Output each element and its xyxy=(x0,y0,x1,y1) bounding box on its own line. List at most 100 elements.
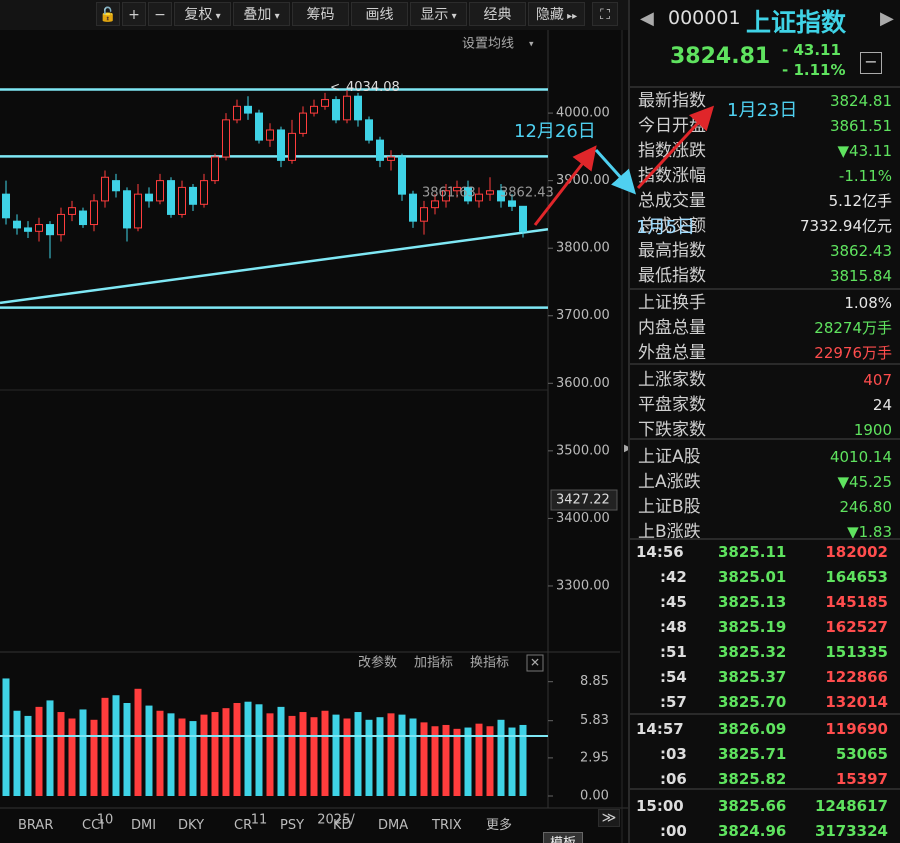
indicator-tab[interactable]: PSY xyxy=(280,818,305,833)
indicator-menu: 换指标 xyxy=(470,656,509,671)
tick-volume: 119690 xyxy=(825,720,888,738)
volume-bar xyxy=(233,703,241,796)
candle-body xyxy=(442,190,450,202)
button-label: 叠加 xyxy=(243,7,272,23)
y-tick-label: 4000.00 xyxy=(556,106,610,121)
toolbar-button[interactable]: 显示 ▾ xyxy=(410,2,467,26)
stat-row: 总成交量 5.12亿手 xyxy=(630,189,900,214)
toolbar-button[interactable]: 复权 ▾ xyxy=(174,2,231,26)
tick-time: :06 xyxy=(660,770,687,788)
volume-bar xyxy=(321,710,329,796)
indicator-menu: 加指标 xyxy=(414,656,453,671)
volume-bar xyxy=(222,708,230,796)
stat-label: 上证B股 xyxy=(638,497,701,517)
volume-bar xyxy=(519,724,527,796)
tick-price: 3825.71 xyxy=(718,745,787,763)
stat-value: 3862.43 xyxy=(829,242,892,260)
button-label: 经典 xyxy=(483,7,512,23)
candle-body xyxy=(277,129,285,161)
indicator-tab[interactable]: CCI xyxy=(82,818,104,833)
tick-volume: 145185 xyxy=(825,593,888,611)
indicator-tab[interactable]: DKY xyxy=(178,818,205,833)
indicator-tab[interactable]: CR xyxy=(234,818,253,833)
volume-bar xyxy=(35,706,43,796)
volume-bar xyxy=(101,697,109,796)
candle-body xyxy=(475,193,483,202)
lock-icon[interactable]: 🔓 xyxy=(96,2,120,26)
stat-value: 1.08% xyxy=(844,294,892,312)
tick-price: 3825.11 xyxy=(718,543,787,561)
indicator-tab[interactable]: BRAR xyxy=(18,818,54,833)
candle-body xyxy=(2,193,10,219)
candle-body xyxy=(24,227,32,232)
volume-bar xyxy=(431,726,439,796)
indicator-tab[interactable]: DMA xyxy=(378,818,409,833)
button-label: 显示 xyxy=(420,7,449,23)
toolbar-button[interactable]: 筹码 xyxy=(292,2,349,26)
stat-value: 407 xyxy=(863,371,892,389)
toolbar-button[interactable]: 叠加 ▾ xyxy=(233,2,290,26)
candle-body xyxy=(387,156,395,161)
pointer-icon: < xyxy=(330,80,340,94)
zoom-out[interactable]: − xyxy=(148,2,172,26)
volume-bar xyxy=(420,722,428,796)
stat-value: 3861.51 xyxy=(829,117,892,135)
candle-body xyxy=(376,139,384,161)
indicator-tab[interactable]: 模板 xyxy=(543,832,584,843)
indicator-tab[interactable]: 更多 xyxy=(486,818,513,833)
tick-price: 3825.37 xyxy=(718,668,787,686)
tick-time: :57 xyxy=(660,693,687,711)
separator xyxy=(630,438,900,440)
tick-row: :42 3825.01 164653 xyxy=(630,565,900,590)
candle-body xyxy=(266,129,274,141)
separator xyxy=(630,363,900,365)
tick-volume: 122866 xyxy=(825,668,888,686)
stat-value: 22976万手 xyxy=(814,344,892,362)
collapse-button[interactable]: − xyxy=(860,52,882,74)
y-tick-label: 3600.00 xyxy=(556,376,610,391)
range-label: 3862.43 xyxy=(500,186,554,201)
stat-label: 最新指数 xyxy=(638,91,706,111)
change-pct: - 1.11% xyxy=(782,61,846,79)
candle-body xyxy=(497,190,505,202)
tick-price: 3825.66 xyxy=(718,797,787,815)
indicator-tab[interactable]: KD xyxy=(333,818,352,833)
next-icon[interactable]: ▶ xyxy=(880,8,894,29)
more-tabs[interactable]: ≫ xyxy=(598,809,620,827)
candle-body xyxy=(112,180,120,192)
candle-body xyxy=(332,99,340,121)
stat-value: 24 xyxy=(872,396,892,414)
prev-icon[interactable]: ◀ xyxy=(640,8,654,29)
tick-row: :51 3825.32 151335 xyxy=(630,640,900,665)
candle-body xyxy=(90,200,98,226)
tick-row: 15:00 3825.66 1248617 xyxy=(630,794,900,819)
toolbar-button[interactable]: 经典 xyxy=(469,2,526,26)
tick-time: :45 xyxy=(660,593,687,611)
stat-row: 最低指数 3815.84 xyxy=(630,264,900,289)
fullscreen[interactable]: ⛶ xyxy=(592,2,618,26)
stat-label: 指数涨跌 xyxy=(638,141,706,161)
tick-row: :48 3825.19 162527 xyxy=(630,615,900,640)
volume-bar xyxy=(453,728,461,796)
volume-bar xyxy=(2,678,10,796)
candle-body xyxy=(101,176,109,202)
stat-row: 下跌家数 1900 xyxy=(630,418,900,443)
volume-bar xyxy=(376,717,384,796)
volume-bar xyxy=(200,714,208,796)
indicator-tab[interactable]: DMI xyxy=(131,818,157,833)
volume-bar xyxy=(79,709,87,796)
toolbar-button[interactable]: 隐藏 ▸▸ xyxy=(528,2,585,26)
stat-row: 指数涨跌 ▼43.11 xyxy=(630,139,900,164)
stat-row: 最新指数 3824.81 xyxy=(630,89,900,114)
candle-body xyxy=(134,193,142,229)
stat-label: 上证换手 xyxy=(638,293,706,313)
stat-row: 上B涨跌 ▼1.83 xyxy=(630,520,900,545)
stat-label: 外盘总量 xyxy=(638,343,706,363)
indicator-tab[interactable]: TRIX xyxy=(432,818,462,833)
tick-volume: 15397 xyxy=(835,770,888,788)
zoom-in[interactable]: + xyxy=(122,2,146,26)
stat-value: 3824.81 xyxy=(829,92,892,110)
stat-row: 上证A股 4010.14 xyxy=(630,445,900,470)
toolbar-button[interactable]: 画线 xyxy=(351,2,408,26)
candle-body xyxy=(398,156,406,195)
